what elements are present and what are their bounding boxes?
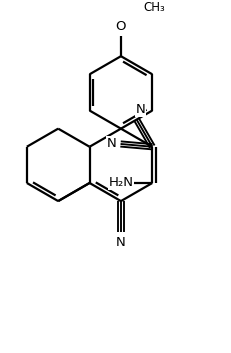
Text: N: N [107, 137, 116, 150]
Text: H₂N: H₂N [108, 176, 133, 190]
Text: N: N [116, 235, 126, 249]
Text: O: O [116, 20, 126, 32]
Text: CH₃: CH₃ [144, 1, 165, 14]
Text: N: N [136, 103, 145, 116]
